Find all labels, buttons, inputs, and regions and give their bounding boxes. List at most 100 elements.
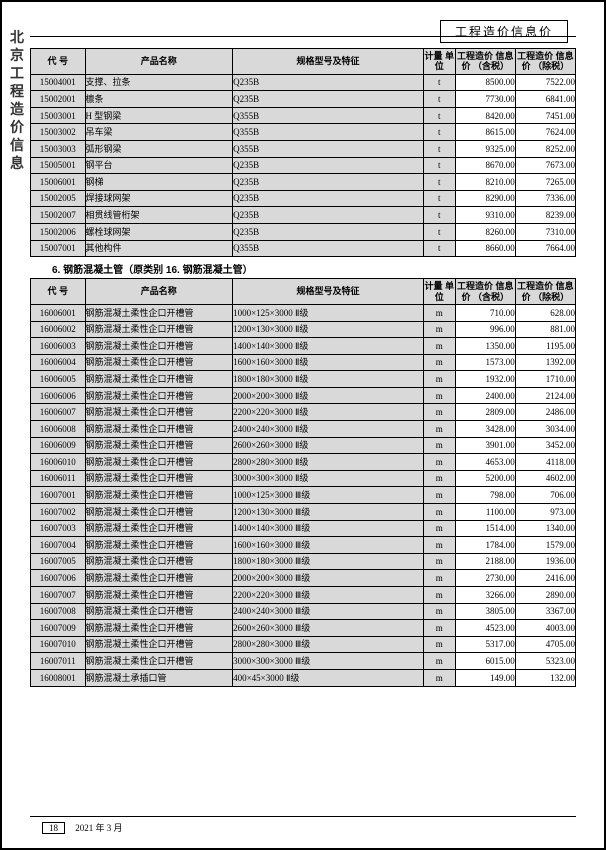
cell: m (423, 338, 455, 355)
cell: 3000×300×3000 Ⅲ级 (233, 653, 424, 670)
cell: 15004001 (31, 74, 86, 91)
cell: 2124.00 (515, 387, 575, 404)
cell: 16007005 (31, 553, 86, 570)
cell: 2200×220×3000 Ⅲ级 (233, 587, 424, 604)
table-steel: 代 号 产品名称 规格型号及特征 计量 单位 工程造价 信息价 （含税） 工程造… (30, 48, 576, 257)
cell: 16007002 (31, 504, 86, 521)
cell: m (423, 304, 455, 321)
cell: 16006007 (31, 404, 86, 421)
cell: 2200×220×3000 Ⅱ级 (233, 404, 424, 421)
cell: 3901.00 (455, 437, 515, 454)
col-price-notax: 工程造价 信息价 （除税） (515, 279, 575, 305)
table-row: 15002007相贯线管桁架Q235Bt9310.008239.00 (31, 207, 576, 224)
cell: 16006010 (31, 454, 86, 471)
cell: 798.00 (455, 487, 515, 504)
cell: 钢筋混凝土柔性企口开槽管 (85, 304, 233, 321)
table-row: 15006001钢梯Q235Bt8210.007265.00 (31, 174, 576, 191)
cell: 4118.00 (515, 454, 575, 471)
cell: t (423, 91, 455, 108)
cell: 5323.00 (515, 653, 575, 670)
cell: 16007006 (31, 570, 86, 587)
table-concrete-pipe: 代 号 产品名称 规格型号及特征 计量 单位 工程造价 信息价 （含税） 工程造… (30, 278, 576, 686)
cell: m (423, 437, 455, 454)
cell: 15003003 (31, 141, 86, 158)
cell: 钢筋混凝土柔性企口开槽管 (85, 404, 233, 421)
cell: 钢筋混凝土柔性企口开槽管 (85, 454, 233, 471)
table-row: 16006010钢筋混凝土柔性企口开槽管2800×280×3000 Ⅱ级m465… (31, 454, 576, 471)
page-footer: 18 2021 年 3 月 (30, 816, 576, 834)
cell: 1200×130×3000 Ⅲ级 (233, 504, 424, 521)
cell: 钢筋混凝土柔性企口开槽管 (85, 321, 233, 338)
cell: 15003002 (31, 124, 86, 141)
cell: 15002007 (31, 207, 86, 224)
cell: t (423, 207, 455, 224)
cell: 4602.00 (515, 470, 575, 487)
cell: 132.00 (515, 669, 575, 686)
cell: t (423, 124, 455, 141)
cell: Q355B (233, 107, 424, 124)
cell: 4705.00 (515, 636, 575, 653)
cell: m (423, 669, 455, 686)
cell: 710.00 (455, 304, 515, 321)
cell: 8252.00 (515, 141, 575, 158)
cell: 16007009 (31, 620, 86, 637)
table-row: 15003003弧形钢梁Q355Bt9325.008252.00 (31, 141, 576, 158)
cell: 16006006 (31, 387, 86, 404)
cell: 3266.00 (455, 587, 515, 604)
cell: 2486.00 (515, 404, 575, 421)
cell: 973.00 (515, 504, 575, 521)
cell: 16006008 (31, 421, 86, 438)
table-row: 16007007钢筋混凝土柔性企口开槽管2200×220×3000 Ⅲ级m326… (31, 587, 576, 604)
cell: Q235B (233, 74, 424, 91)
cell: 7310.00 (515, 224, 575, 241)
cell: 400×45×3000 Ⅱ级 (233, 669, 424, 686)
cell: 15002006 (31, 224, 86, 241)
cell: 1573.00 (455, 354, 515, 371)
cell: 钢筋混凝土柔性企口开槽管 (85, 653, 233, 670)
col-price-tax: 工程造价 信息价 （含税） (455, 49, 515, 75)
cell: 7730.00 (455, 91, 515, 108)
cell: 钢筋混凝土柔性企口开槽管 (85, 504, 233, 521)
table-row: 16006002钢筋混凝土柔性企口开槽管1200×130×3000 Ⅱ级m996… (31, 321, 576, 338)
cell: Q235B (233, 174, 424, 191)
cell: 钢筋混凝土柔性企口开槽管 (85, 587, 233, 604)
cell: 1800×180×3000 Ⅱ级 (233, 371, 424, 388)
cell: 16006009 (31, 437, 86, 454)
cell: 3367.00 (515, 603, 575, 620)
table-row: 16006001钢筋混凝土柔性企口开槽管1000×125×3000 Ⅱ级m710… (31, 304, 576, 321)
footer-date: 2021 年 3 月 (75, 823, 122, 833)
page-number: 18 (42, 822, 65, 834)
cell: t (423, 224, 455, 241)
header-rule (30, 36, 576, 37)
table-body: 15004001支撑、拉条Q235Bt8500.007522.001500200… (31, 74, 576, 257)
cell: 1100.00 (455, 504, 515, 521)
col-spec: 规格型号及特征 (233, 49, 424, 75)
table-row: 16007002钢筋混凝土柔性企口开槽管1200×130×3000 Ⅲ级m110… (31, 504, 576, 521)
cell: 7522.00 (515, 74, 575, 91)
cell: 8500.00 (455, 74, 515, 91)
cell: 16007010 (31, 636, 86, 653)
cell: m (423, 354, 455, 371)
cell: m (423, 421, 455, 438)
cell: 钢筋混凝土柔性企口开槽管 (85, 553, 233, 570)
col-name: 产品名称 (85, 49, 233, 75)
table-body: 16006001钢筋混凝土柔性企口开槽管1000×125×3000 Ⅱ级m710… (31, 304, 576, 686)
cell: 钢筋混凝土柔性企口开槽管 (85, 387, 233, 404)
cell: 2400×240×3000 Ⅱ级 (233, 421, 424, 438)
cell: 1514.00 (455, 520, 515, 537)
cell: 4523.00 (455, 620, 515, 637)
cell: 8660.00 (455, 240, 515, 257)
table-row: 16007006钢筋混凝土柔性企口开槽管2000×200×3000 Ⅲ级m273… (31, 570, 576, 587)
cell: 7664.00 (515, 240, 575, 257)
cell: 2000×200×3000 Ⅲ级 (233, 570, 424, 587)
cell: 3805.00 (455, 603, 515, 620)
cell: 钢筋混凝土柔性企口开槽管 (85, 470, 233, 487)
cell: 1195.00 (515, 338, 575, 355)
cell: 2600×260×3000 Ⅲ级 (233, 620, 424, 637)
cell: 15007001 (31, 240, 86, 257)
cell: 7673.00 (515, 157, 575, 174)
side-title: 北京工程造价信息 (8, 30, 26, 174)
cell: m (423, 537, 455, 554)
col-unit: 计量 单位 (423, 49, 455, 75)
cell: 钢筋混凝土柔性企口开槽管 (85, 371, 233, 388)
